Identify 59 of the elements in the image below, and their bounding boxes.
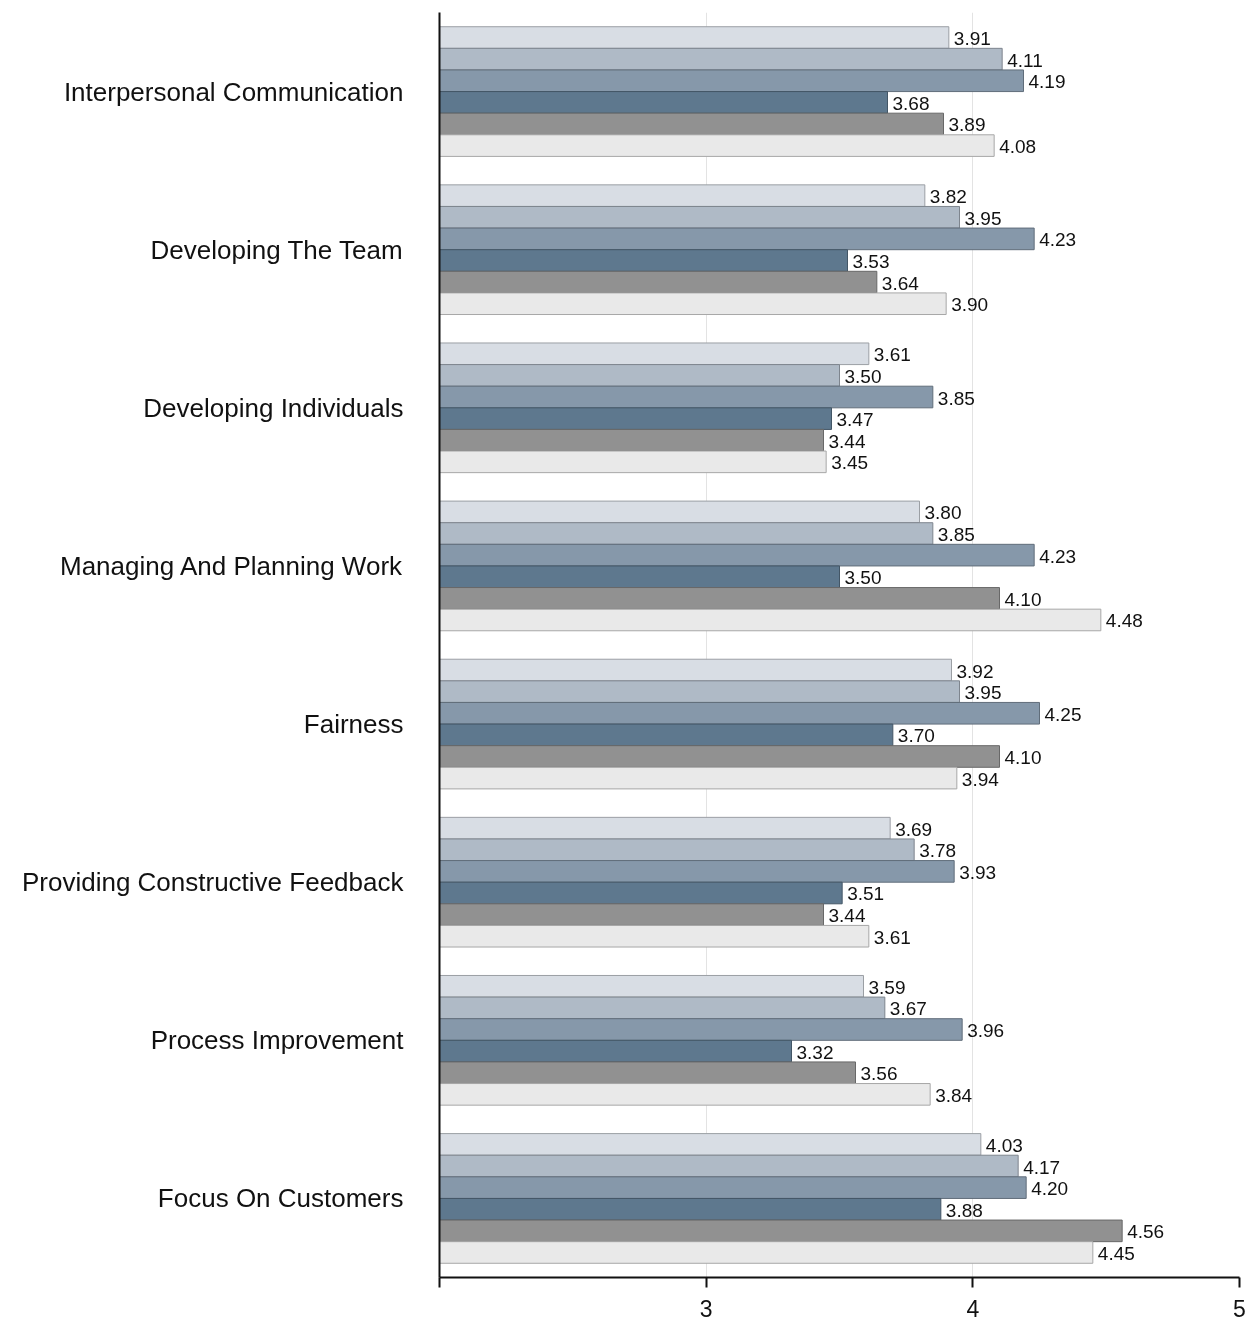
y-tick-label: Developing The Team — [150, 234, 403, 265]
data-label: 3.93 — [959, 861, 997, 883]
x-tick-label: 5 — [1233, 1295, 1246, 1319]
y-tick-label: Developing Individuals — [143, 392, 404, 423]
y-tick-label: Fairness — [303, 709, 404, 740]
data-label: 3.91 — [953, 28, 991, 50]
data-label: 3.84 — [935, 1084, 973, 1106]
x-tick-label: 3 — [699, 1295, 713, 1319]
data-label: 3.68 — [892, 92, 930, 114]
data-label: 4.23 — [1039, 545, 1077, 567]
data-label: 3.50 — [844, 567, 882, 589]
data-label: 3.94 — [961, 768, 1000, 790]
data-label: 3.44 — [828, 430, 866, 452]
data-label: 4.10 — [1004, 746, 1042, 768]
data-label: 3.56 — [860, 1063, 898, 1085]
data-label: 3.64 — [881, 272, 920, 294]
data-label: 4.11 — [1007, 49, 1043, 71]
y-tick-label: Managing And Planning Work — [59, 550, 404, 581]
data-label: 3.51 — [847, 883, 885, 905]
data-label: 3.88 — [945, 1199, 983, 1221]
data-label: 3.92 — [956, 660, 994, 682]
data-label: 3.82 — [929, 186, 967, 208]
data-label: 3.47 — [836, 409, 874, 431]
data-label: 4.45 — [1097, 1242, 1135, 1264]
data-label: 3.45 — [831, 452, 869, 474]
data-label: 4.48 — [1105, 610, 1143, 632]
data-label: 3.96 — [967, 1020, 1005, 1042]
data-label: 3.70 — [897, 725, 935, 747]
data-label: 3.44 — [828, 905, 866, 927]
y-tick-label: Providing Constructive Feedback — [21, 867, 405, 898]
data-label: 4.03 — [985, 1134, 1023, 1156]
data-label: 3.61 — [873, 344, 911, 366]
data-label: 4.10 — [1004, 588, 1042, 610]
data-label: 3.50 — [844, 365, 882, 387]
data-label: 3.69 — [895, 818, 933, 840]
data-label: 4.25 — [1044, 703, 1082, 725]
data-label: 3.53 — [852, 250, 890, 272]
data-label: 3.95 — [964, 207, 1002, 229]
data-label: 4.20 — [1031, 1178, 1069, 1200]
data-label: 4.56 — [1127, 1221, 1165, 1243]
data-label: 3.95 — [964, 682, 1002, 704]
data-label: 4.23 — [1039, 229, 1077, 251]
data-label: 3.80 — [924, 502, 962, 524]
data-label: 4.19 — [1028, 71, 1066, 93]
data-label: 3.89 — [948, 114, 986, 136]
data-label: 3.85 — [937, 524, 975, 546]
data-label: 3.78 — [919, 840, 957, 862]
data-label: 4.17 — [1023, 1156, 1061, 1178]
y-tick-label: Focus On Customers — [157, 1183, 404, 1214]
data-label: 3.59 — [868, 976, 906, 998]
x-tick-label: 4 — [966, 1295, 980, 1319]
data-label: 3.85 — [937, 387, 975, 409]
y-tick-label: Interpersonal Communication — [63, 76, 404, 107]
data-label: 3.90 — [951, 294, 989, 316]
data-label: 3.67 — [889, 998, 927, 1020]
data-label: 3.32 — [796, 1041, 834, 1063]
data-label: 3.61 — [873, 926, 911, 948]
data-label: 4.08 — [999, 136, 1037, 158]
y-tick-label: Process Improvement — [150, 1025, 405, 1056]
